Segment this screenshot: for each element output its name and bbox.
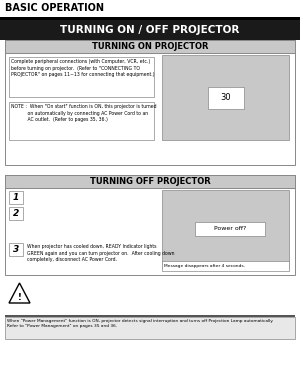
Text: NOTE :  When "On start" function is ON, this projector is turned
           on a: NOTE : When "On start" function is ON, t… <box>11 104 157 122</box>
Text: TURNING ON / OFF PROJECTOR: TURNING ON / OFF PROJECTOR <box>60 25 240 35</box>
Bar <box>9 102 154 140</box>
Text: When projector has cooled down, READY Indicator lights
GREEN again and you can t: When projector has cooled down, READY In… <box>27 244 175 262</box>
Text: Power off?: Power off? <box>214 227 246 232</box>
Bar <box>9 57 154 97</box>
Text: Message disappears after 4 seconds.: Message disappears after 4 seconds. <box>164 264 245 268</box>
Text: 30: 30 <box>221 94 231 102</box>
Bar <box>208 87 244 109</box>
Text: 3: 3 <box>13 245 19 254</box>
Bar <box>9 191 23 204</box>
Text: TURNING ON PROJECTOR: TURNING ON PROJECTOR <box>92 42 208 51</box>
Bar <box>162 55 289 140</box>
Bar <box>5 40 295 165</box>
Text: TURNING OFF PROJECTOR: TURNING OFF PROJECTOR <box>90 177 210 186</box>
Bar <box>0 17 300 20</box>
Bar <box>5 317 295 339</box>
Text: BASIC OPERATION: BASIC OPERATION <box>5 3 104 13</box>
Text: When "Power Management" function is ON, projector detects signal interruption an: When "Power Management" function is ON, … <box>7 319 274 328</box>
Text: !: ! <box>18 293 21 303</box>
Bar <box>162 261 289 271</box>
Bar <box>0 0 300 17</box>
Text: Complete peripheral connections (with Computer, VCR, etc.)
before turning on pro: Complete peripheral connections (with Co… <box>11 59 154 77</box>
Bar <box>5 175 295 188</box>
Polygon shape <box>9 283 30 303</box>
Bar <box>5 315 295 317</box>
Bar <box>5 175 295 275</box>
Bar <box>9 243 23 256</box>
Bar <box>162 190 289 268</box>
Bar <box>195 222 265 236</box>
Bar <box>9 207 23 220</box>
Text: 1: 1 <box>13 193 19 202</box>
Text: 2: 2 <box>13 209 19 218</box>
Bar <box>5 40 295 53</box>
Bar <box>0 20 300 40</box>
